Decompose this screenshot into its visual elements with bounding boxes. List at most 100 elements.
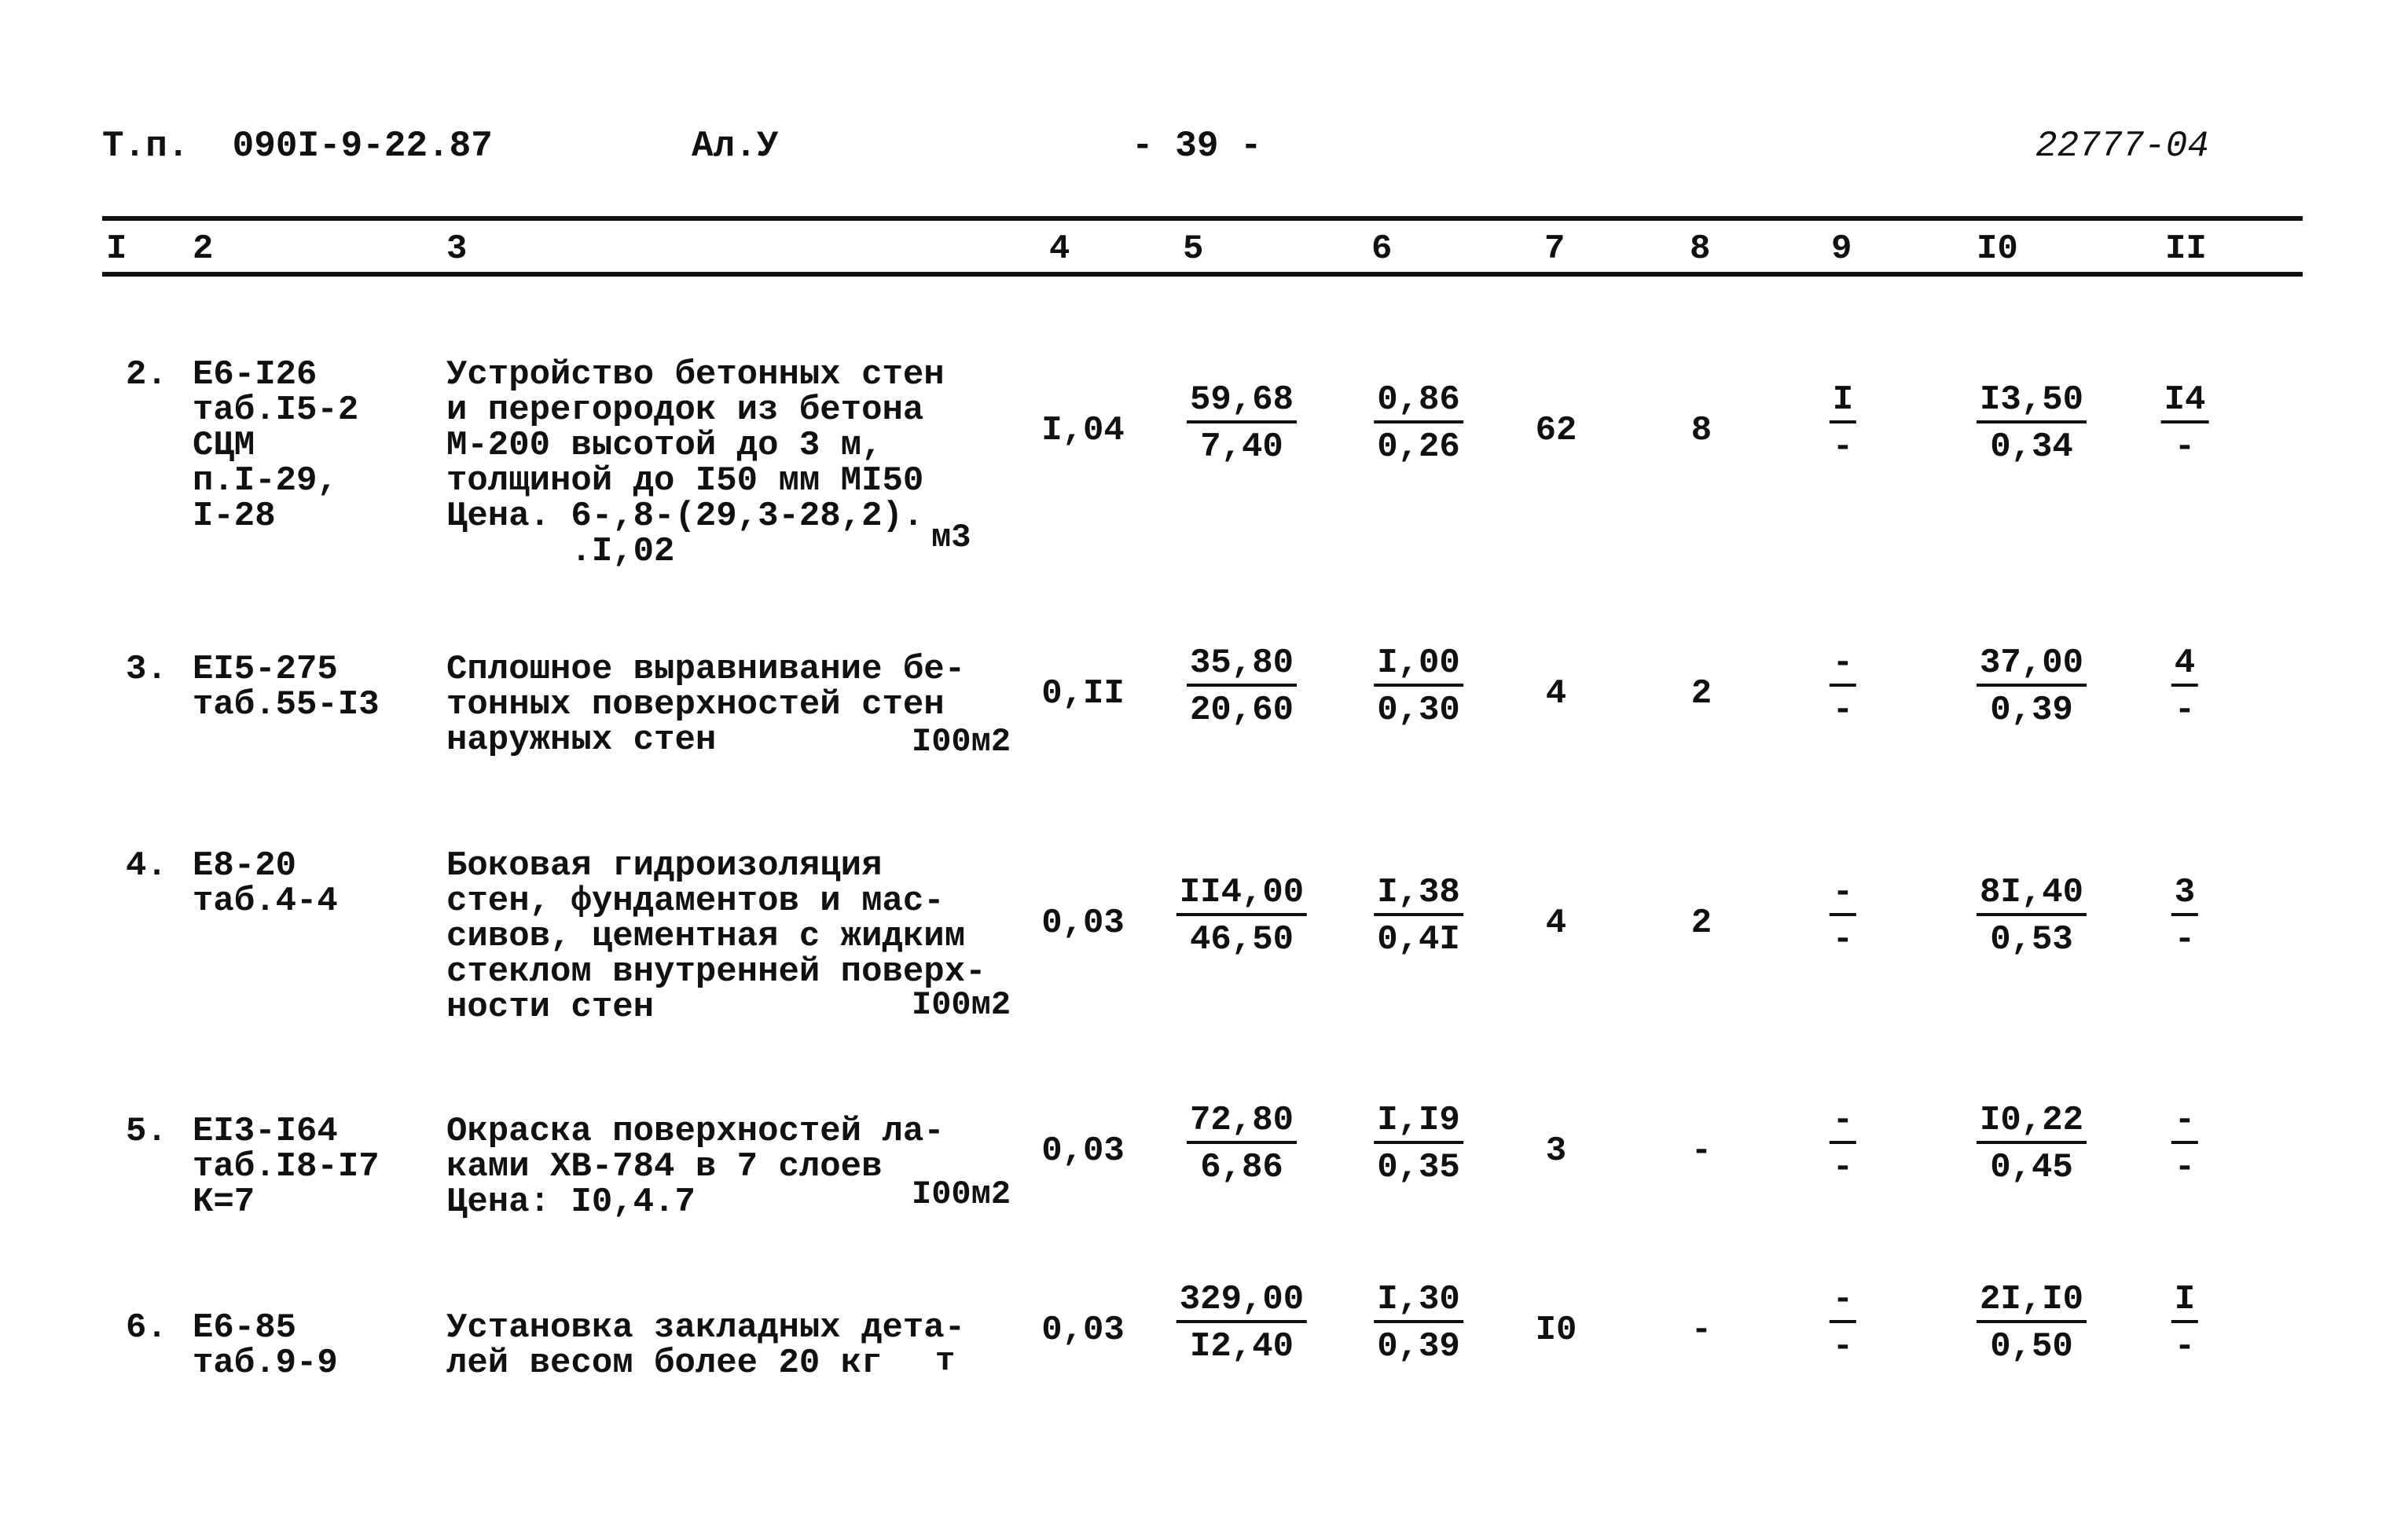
work-description-line: и перегородок из бетона	[446, 390, 924, 430]
row-number: 4.	[126, 846, 167, 886]
fraction-numerator: 72,80	[1186, 1100, 1298, 1144]
project-code: Т.п. 090I-9-22.87	[102, 126, 493, 167]
work-description-line: ками ХВ-784 в 7 слоев	[446, 1147, 883, 1186]
fraction-numerator: I,30	[1374, 1279, 1463, 1323]
fraction-denominator: -	[2174, 691, 2196, 730]
work-description-line: Устройство бетонных стен	[446, 355, 945, 394]
fraction-denominator: -	[2174, 1148, 2196, 1187]
cell-c11: 4-	[2171, 643, 2199, 734]
fraction-numerator: 329,00	[1176, 1279, 1308, 1323]
column-number: 9	[1831, 229, 1852, 269]
cell-c8: 8	[1690, 411, 1712, 450]
cell-c4: 0,03	[1041, 1311, 1125, 1350]
cell-c9: I-	[1829, 380, 1857, 471]
fraction-denominator: -	[1832, 691, 1854, 730]
cell-c8: -	[1690, 1131, 1712, 1171]
cell-c8: 2	[1690, 674, 1712, 713]
table-header-rule	[102, 272, 2303, 277]
row-number: 6.	[126, 1308, 167, 1348]
cell-c7: I0	[1535, 1311, 1577, 1350]
fraction-numerator: 35,80	[1186, 643, 1298, 687]
fraction-numerator: 0,86	[1374, 380, 1463, 424]
cell-c5: 59,68 7,40	[1186, 380, 1298, 471]
cell-c10: I0,22 0,45	[1976, 1100, 2087, 1191]
work-description: Установка закладных дета-лей весом более…	[446, 1311, 965, 1381]
work-description-line: .I,02	[446, 532, 675, 571]
cell-c4: I,04	[1041, 411, 1125, 450]
work-description-line: тонных поверхностей стен	[446, 685, 945, 724]
cell-c6: 0,86 0,26	[1374, 380, 1463, 471]
work-description: Сплошное выравнивание бе-тонных поверхно…	[446, 652, 965, 758]
column-number: 3	[446, 229, 468, 269]
norm-reference-line: Е6-I26	[193, 355, 318, 394]
column-number: 6	[1371, 229, 1393, 269]
work-description-line: Цена. 6-,8-(29,3-28,2).	[446, 497, 924, 536]
cell-c5: 72,80 6,86	[1186, 1100, 1298, 1191]
fraction-numerator: 2I,I0	[1976, 1279, 2087, 1323]
fraction-denominator: -	[1832, 920, 1854, 959]
unit-of-measure: I00м2	[912, 1175, 1011, 1213]
unit-of-measure: I00м2	[912, 986, 1011, 1024]
fraction-numerator: I0,22	[1976, 1100, 2087, 1144]
norm-reference-line: п.I-29,	[193, 461, 338, 500]
fraction-numerator: I4	[2160, 380, 2209, 424]
norm-reference-line: таб.I8-I7	[193, 1147, 380, 1186]
cell-c5: II4,00 46,50	[1176, 872, 1308, 963]
work-description-line: толщиной до I50 мм МI50	[446, 461, 924, 500]
cell-c9: --	[1829, 1100, 1857, 1191]
column-number: I0	[1977, 229, 2018, 269]
norm-reference-line: таб.I5-2	[193, 390, 359, 430]
cell-c6: I,38 0,4I	[1374, 872, 1463, 963]
unit-of-measure: I00м2	[912, 723, 1011, 761]
cell-c11: I4-	[2160, 380, 2209, 471]
norm-reference: Е6-I26 таб.I5-2 СЦМ п.I-29, I-28	[193, 358, 358, 534]
cell-c11: I-	[2171, 1279, 2199, 1370]
work-description: Боковая гидроизоляция стен, фундаментов и…	[446, 849, 986, 1025]
cell-c5: 35,80 20,60	[1186, 643, 1298, 734]
cell-c9: --	[1829, 643, 1857, 734]
fraction-numerator: I	[1829, 380, 1857, 424]
column-number: 4	[1049, 229, 1070, 269]
fraction-denominator: -	[2174, 1327, 2196, 1366]
fraction-denominator: 0,39	[1377, 1327, 1460, 1366]
column-number: 2	[193, 229, 214, 269]
fraction-denominator: 0,35	[1377, 1148, 1460, 1187]
column-number: II	[2165, 229, 2207, 269]
unit-of-measure: т	[935, 1342, 956, 1380]
row-number: 3.	[126, 650, 167, 689]
fraction-denominator: 0,30	[1377, 691, 1460, 730]
work-description-line: сивов, цементная с жидким	[446, 917, 966, 956]
cell-c10: I3,50 0,34	[1976, 380, 2087, 471]
work-description: Окраска поверхностей ла-ками ХВ-784 в 7 …	[446, 1114, 945, 1220]
fraction-numerator: II4,00	[1176, 872, 1308, 916]
fraction-denominator: 0,53	[1990, 920, 2073, 959]
fraction-numerator: 8I,40	[1976, 872, 2087, 916]
norm-reference: ЕI3-I64 таб.I8-I7 К=7	[193, 1114, 380, 1220]
document-number: 22777-04	[2035, 126, 2209, 167]
norm-reference: ЕI5-275 таб.55-I3	[193, 652, 380, 723]
work-description-line: Окраска поверхностей ла-	[446, 1112, 945, 1151]
column-number: 8	[1690, 229, 1711, 269]
cell-c9: --	[1829, 1279, 1857, 1370]
column-number: I	[106, 229, 127, 269]
work-description-line: Сплошное выравнивание бе-	[446, 650, 966, 689]
fraction-numerator: I	[2171, 1279, 2199, 1323]
album-label: Ал.У	[692, 126, 779, 167]
norm-reference-line: СЦМ	[193, 426, 255, 465]
cell-c10: 8I,40 0,53	[1976, 872, 2087, 963]
norm-reference-line: таб.9-9	[193, 1344, 338, 1383]
norm-reference: Е6-85 таб.9-9	[193, 1311, 338, 1381]
work-description-line: стен, фундаментов и мас-	[446, 882, 945, 921]
work-description-line: ности стен	[446, 988, 655, 1027]
cell-c7: 62	[1535, 411, 1577, 450]
fraction-denominator: 6,86	[1200, 1148, 1283, 1187]
norm-reference-line: Е6-85	[193, 1308, 297, 1348]
work-description: Устройство бетонных стен и перегородок из…	[446, 358, 945, 570]
table-top-rule	[102, 216, 2303, 221]
row-number: 2.	[126, 355, 167, 394]
fraction-denominator: -	[1832, 427, 1854, 467]
norm-reference-line: Е8-20	[193, 846, 297, 886]
norm-reference-line: таб.4-4	[193, 882, 338, 921]
fraction-numerator: -	[2171, 1100, 2199, 1144]
cell-c6: I,30 0,39	[1374, 1279, 1463, 1370]
